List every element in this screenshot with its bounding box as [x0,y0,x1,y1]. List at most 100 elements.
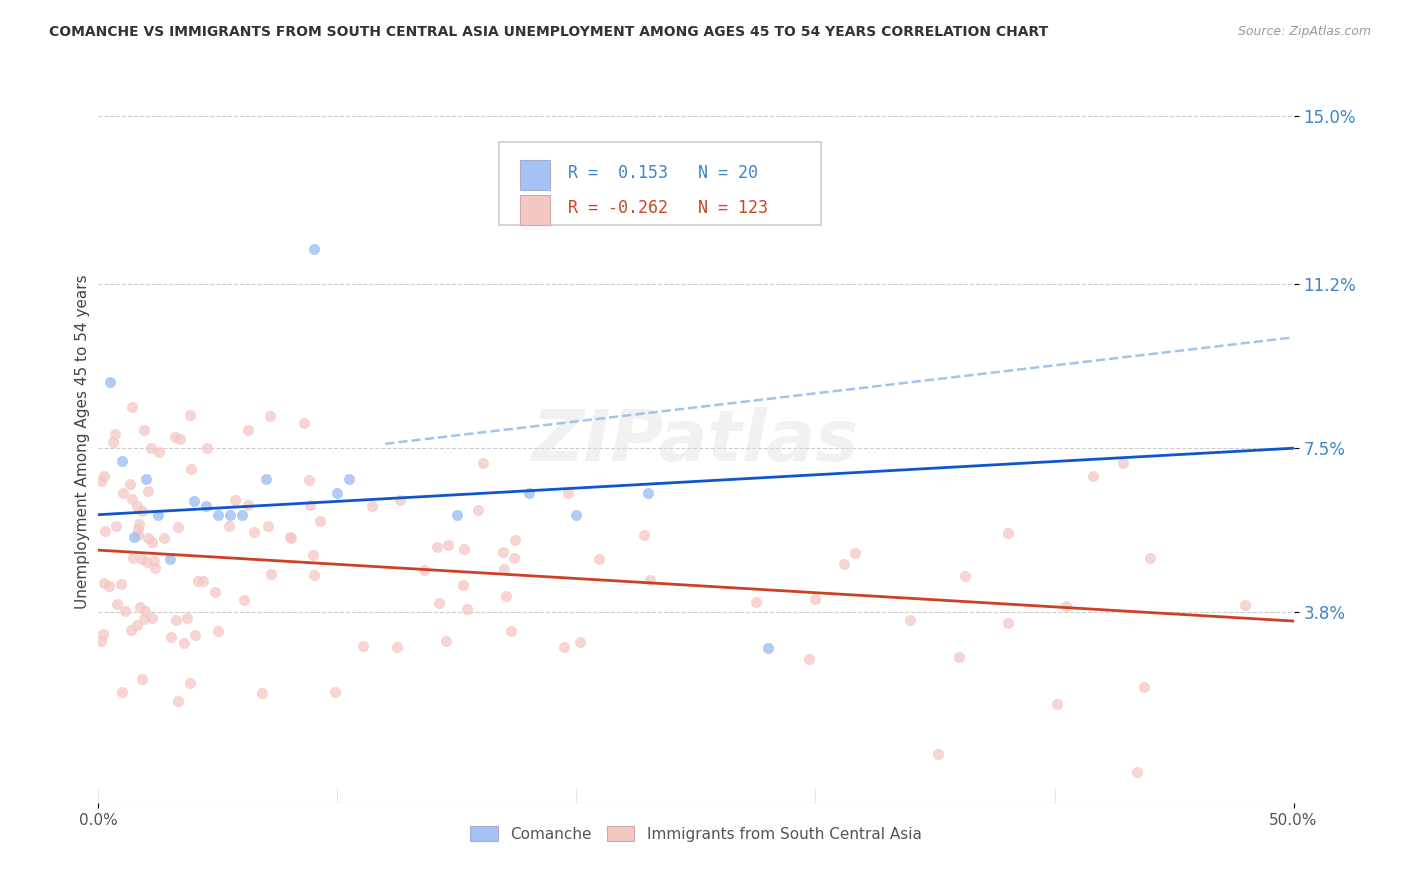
Point [193,574,215,589]
Text: COMANCHE VS IMMIGRANTS FROM SOUTH CENTRAL ASIA UNEMPLOYMENT AMONG AGES 45 TO 54 : COMANCHE VS IMMIGRANTS FROM SOUTH CENTRA… [49,25,1049,39]
Point [569,635,592,649]
Point [588,552,610,566]
Point [114,604,136,618]
Point [233,593,256,607]
Point [434,634,457,648]
Point [302,549,325,563]
Point [148,445,170,459]
Point [426,541,449,555]
Point [503,533,526,547]
Point [633,528,655,542]
Point [260,566,283,581]
Point [280,530,302,544]
Point [110,685,132,699]
Point [955,569,977,583]
Point [134,604,156,618]
Point [898,613,921,627]
Point [1233,599,1256,613]
Point [153,531,176,545]
FancyBboxPatch shape [520,160,550,190]
Point [492,545,515,559]
Point [207,624,229,639]
Text: R =  0.153   N = 20: R = 0.153 N = 20 [568,164,758,182]
Point [183,494,205,508]
Point [1139,550,1161,565]
Point [127,527,149,541]
Text: ZIPatlas: ZIPatlas [533,407,859,476]
Point [173,636,195,650]
Point [803,591,825,606]
Point [250,686,273,700]
Point [1133,680,1156,694]
Point [121,550,143,565]
Point [553,640,575,654]
Point [236,423,259,437]
Point [165,430,187,444]
Point [148,508,170,522]
Point [385,640,408,654]
Point [294,417,316,431]
Point [451,578,474,592]
Point [97,579,120,593]
Point [93,469,115,483]
Point [637,485,659,500]
Point [224,493,246,508]
Point [1054,599,1077,614]
Point [165,613,187,627]
Point [105,597,128,611]
Point [136,483,159,498]
Point [927,747,949,761]
Point [302,242,325,256]
Point [90,633,112,648]
Point [195,499,218,513]
Point [756,640,779,655]
Point [1083,468,1105,483]
Point [132,612,155,626]
Point [98,375,122,389]
Point [638,573,661,587]
Point [184,627,207,641]
Point [1126,764,1149,779]
Point [101,435,124,450]
Point [121,491,143,506]
FancyBboxPatch shape [499,142,821,225]
Point [121,400,143,414]
Point [204,584,226,599]
Point [259,409,281,423]
Point [132,424,155,438]
Point [797,651,820,665]
Point [127,522,149,536]
Point [94,524,117,538]
Point [517,485,540,500]
Point [111,454,134,468]
Point [169,433,191,447]
Point [159,552,181,566]
Point [128,516,150,531]
Point [446,508,468,522]
Point [280,531,302,545]
Point [90,474,112,488]
Point [467,502,489,516]
Point [492,562,515,576]
Point [166,694,188,708]
Point [231,508,253,522]
Point [125,618,148,632]
Point [495,589,517,603]
Point [141,441,163,455]
Point [499,624,522,638]
Point [436,538,458,552]
Point [207,508,229,522]
Point [323,685,346,699]
Point [195,441,218,455]
Point [180,462,202,476]
Point [361,499,384,513]
Point [834,557,856,571]
Point [218,519,240,533]
Point [844,546,866,560]
Point [1046,697,1069,711]
Text: R = -0.262   N = 123: R = -0.262 N = 123 [568,199,768,217]
Point [997,526,1019,541]
Point [339,472,361,486]
Point [110,577,132,591]
Point [187,574,209,588]
